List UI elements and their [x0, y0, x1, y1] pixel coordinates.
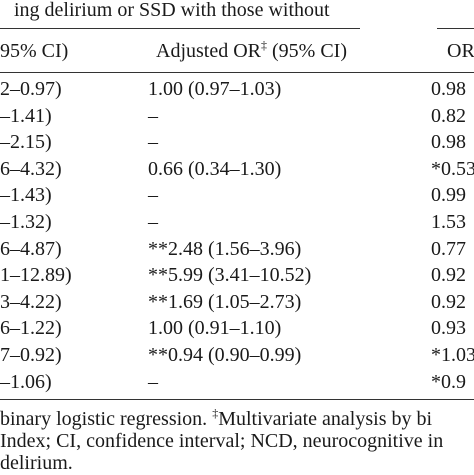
- cell-ci: –1.43): [0, 184, 52, 207]
- cell-adjusted-or: **0.94 (0.90–0.99): [148, 344, 302, 366]
- footnote-1-end: Multivariate analysis by bi: [218, 408, 433, 430]
- cell-or: 0.92: [431, 290, 466, 313]
- cell-ci: 7–0.92): [0, 344, 62, 366]
- cell-adjusted-or: –: [148, 184, 158, 207]
- cell-adjusted-or: 1.00 (0.97–1.03): [148, 78, 282, 100]
- cell-adjusted-or: –: [148, 104, 158, 127]
- cell-adjusted-or: **1.69 (1.05–2.73): [148, 290, 302, 313]
- cell-or: *0.53: [431, 157, 474, 180]
- group-header-rule-right: [437, 28, 474, 29]
- column-header-adjusted-or: Adjusted OR‡ (95% CI): [156, 38, 347, 64]
- cell-or: 0.77: [431, 237, 466, 260]
- cell-ci: –2.15): [0, 131, 52, 154]
- double-dagger-mark: ‡: [261, 38, 267, 52]
- group-header-rule: [0, 28, 360, 29]
- cell-or: 0.93: [431, 317, 466, 340]
- cell-ci: 6–4.32): [0, 157, 62, 180]
- cell-or: 0.98: [431, 78, 466, 100]
- column-header-ci: 95% CI): [0, 40, 69, 62]
- cell-adjusted-or: **2.48 (1.56–3.96): [148, 237, 302, 260]
- cell-ci: –1.32): [0, 211, 52, 233]
- column-header-rule: [0, 72, 474, 73]
- cell-ci: 2–0.97): [0, 78, 62, 100]
- cell-or: *0.9: [431, 370, 466, 393]
- footnote-1-start: binary logistic regression.: [0, 408, 213, 430]
- cell-adjusted-or: 1.00 (0.91–1.10): [148, 317, 282, 340]
- cell-or: 0.92: [431, 264, 466, 287]
- cell-or: 1.53: [431, 211, 466, 233]
- cell-ci: 6–1.22): [0, 317, 62, 340]
- cell-adjusted-or: –: [148, 370, 158, 393]
- cell-ci: 6–4.87): [0, 237, 62, 260]
- cell-or: *1.03: [431, 344, 474, 366]
- cell-ci: 1–12.89): [0, 264, 72, 287]
- cell-ci: –1.41): [0, 104, 52, 127]
- footnote-line-2: Index; CI, confidence interval; NCD, neu…: [0, 430, 444, 452]
- column-header-or: OR: [447, 40, 474, 62]
- footnote-line-1: binary logistic regression. ‡Multivariat…: [0, 407, 432, 431]
- cell-adjusted-or: –: [148, 211, 158, 233]
- column-header-adjusted-or-ci: (95% CI): [267, 40, 347, 62]
- footnote-line-3: delirium.: [0, 452, 73, 474]
- cell-adjusted-or: **5.99 (3.41–10.52): [148, 264, 312, 287]
- cell-ci: 3–4.22): [0, 290, 62, 313]
- cell-or: 0.99: [431, 184, 466, 207]
- column-header-adjusted-or-label: Adjusted OR: [156, 40, 261, 62]
- footnote-double-dagger: ‡: [212, 406, 219, 420]
- cell-or: 0.98: [431, 131, 466, 154]
- group-caption: ing delirium or SSD with those without: [14, 0, 330, 21]
- cell-ci: –1.06): [0, 370, 52, 393]
- cell-adjusted-or: –: [148, 131, 158, 154]
- cell-adjusted-or: 0.66 (0.34–1.30): [148, 157, 282, 180]
- cell-or: 0.82: [431, 104, 466, 127]
- table-bottom-rule: [0, 399, 474, 400]
